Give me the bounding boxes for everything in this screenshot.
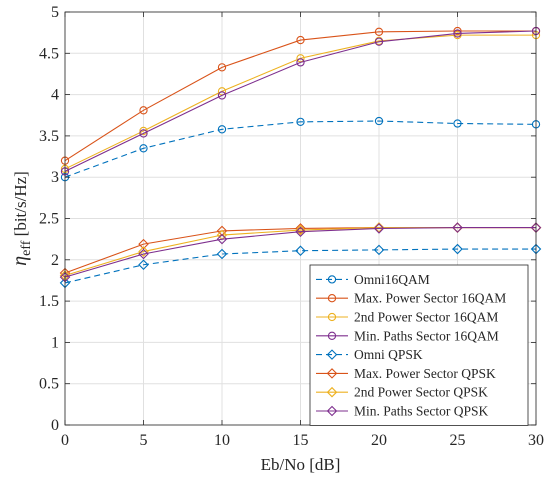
data-point <box>138 238 149 250</box>
data-point <box>296 117 305 127</box>
data-point <box>374 116 384 126</box>
legend-marker <box>326 386 338 398</box>
y-tick-label: 1 <box>51 334 59 351</box>
y-axis-label-unit: [bit/s/Hz] <box>11 171 30 240</box>
legend-box <box>309 264 529 426</box>
data-point <box>374 27 384 36</box>
data-point <box>295 224 306 236</box>
y-tick-label: 1.5 <box>39 293 59 310</box>
y-tick-label: 0 <box>51 417 59 434</box>
y-axis-label: ηeff [bit/s/Hz] <box>9 171 34 266</box>
legend-marker <box>326 405 338 417</box>
legend-label: Max. Power Sector QPSK <box>354 366 496 381</box>
legend-marker <box>327 331 337 340</box>
data-point <box>139 144 148 153</box>
data-point <box>217 63 227 72</box>
y-tick-labels: 0 0.5 1 1.5 2 2.5 3 3.5 4 4.5 5 <box>39 4 59 434</box>
legend-label: Min. Paths Sector QPSK <box>354 404 489 419</box>
x-tick-label: 10 <box>214 432 230 449</box>
data-point <box>295 223 306 234</box>
x-tick-label: 0 <box>61 432 69 449</box>
series-line <box>64 227 536 278</box>
data-point <box>138 248 149 260</box>
data-point <box>138 246 149 257</box>
data-point <box>296 58 305 67</box>
y-tick-label: 0.5 <box>39 376 59 393</box>
x-tick-label: 15 <box>293 432 309 449</box>
data-point <box>452 243 463 255</box>
y-tick-label: 3 <box>51 169 59 186</box>
data-point <box>452 222 463 233</box>
data-point <box>139 106 148 115</box>
x-tick-label: 20 <box>371 432 387 449</box>
data-point <box>138 259 149 271</box>
legend-label: Omni16QAM <box>354 272 430 287</box>
legend-label: Min. Paths Sector 16QAM <box>354 328 499 343</box>
data-point <box>373 244 385 256</box>
legend-marker <box>327 312 337 322</box>
data-point <box>139 129 148 138</box>
x-axis-label: Eb/No [dB] <box>261 455 341 474</box>
x-tick-label: 30 <box>528 432 544 449</box>
data-point <box>139 126 148 136</box>
legend-label: 2nd Power Sector QPSK <box>354 385 488 400</box>
data-point <box>295 245 306 256</box>
legend-marker <box>327 294 337 303</box>
legend-marker <box>327 275 337 284</box>
y-axis-label-subscript: eff <box>19 240 34 256</box>
legend-marker <box>326 368 338 379</box>
data-point <box>453 119 462 128</box>
series-line <box>64 120 537 178</box>
data-point <box>216 248 228 260</box>
legend: Omni16QAM Max. Power Sector 16QAM 2nd Powe… <box>309 264 529 426</box>
legend-label: Omni QPSK <box>354 347 423 362</box>
y-tick-label: 2.5 <box>39 211 59 228</box>
data-point <box>216 233 228 245</box>
data-point <box>217 91 227 100</box>
data-point <box>296 35 305 45</box>
data-point <box>453 29 462 38</box>
series-line <box>64 248 536 284</box>
x-tick-labels: 0 5 10 15 20 25 30 <box>61 432 544 449</box>
y-tick-label: 2 <box>51 252 59 269</box>
y-tick-label: 4 <box>51 87 59 104</box>
y-tick-label: 5 <box>51 4 59 21</box>
data-point <box>373 223 385 234</box>
y-axis-label-symbol: η <box>9 256 31 266</box>
data-point <box>217 125 227 134</box>
y-tick-label: 3.5 <box>39 128 59 145</box>
legend-label: Max. Power Sector 16QAM <box>354 291 506 306</box>
y-tick-label: 4.5 <box>39 45 59 62</box>
x-tick-label: 5 <box>140 432 148 449</box>
series-4 <box>60 26 541 176</box>
data-point <box>295 226 306 237</box>
series-line <box>64 30 537 172</box>
data-point <box>373 222 385 233</box>
x-tick-label: 25 <box>450 432 466 449</box>
legend-label: 2nd Power Sector 16QAM <box>354 310 498 325</box>
data-point <box>374 37 384 46</box>
legend-marker <box>326 349 338 360</box>
